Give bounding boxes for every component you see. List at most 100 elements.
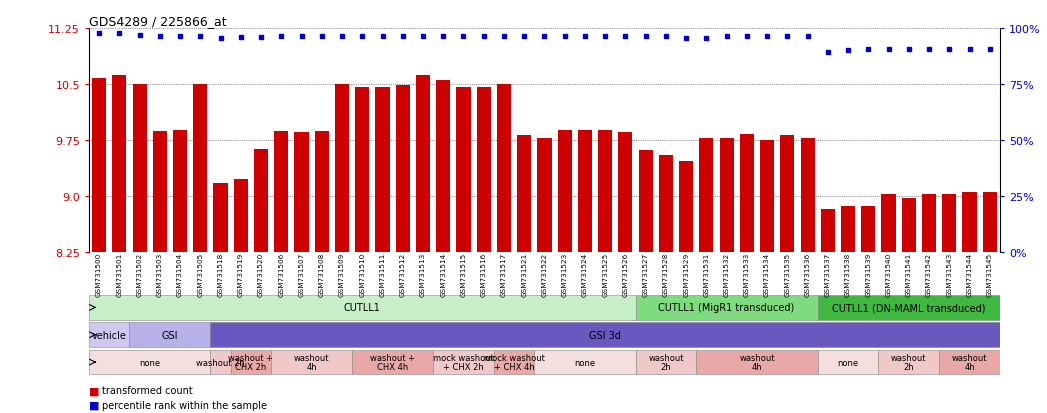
FancyBboxPatch shape bbox=[939, 350, 1000, 375]
Bar bbox=[760, 140, 774, 252]
Text: GSM731538: GSM731538 bbox=[845, 252, 851, 296]
FancyBboxPatch shape bbox=[696, 350, 818, 375]
Text: washout 2h: washout 2h bbox=[196, 358, 245, 367]
Text: vehicle: vehicle bbox=[92, 330, 127, 340]
Bar bbox=[598, 131, 612, 252]
Bar bbox=[233, 180, 248, 252]
Bar bbox=[619, 133, 632, 252]
Text: GSM731525: GSM731525 bbox=[602, 252, 608, 296]
FancyBboxPatch shape bbox=[433, 350, 494, 375]
FancyBboxPatch shape bbox=[878, 350, 939, 375]
Text: GSM731521: GSM731521 bbox=[521, 252, 528, 296]
Text: CUTLL1 (MigR1 transduced): CUTLL1 (MigR1 transduced) bbox=[659, 303, 795, 313]
Bar bbox=[153, 131, 166, 252]
Bar bbox=[862, 206, 875, 252]
Text: GSM731501: GSM731501 bbox=[116, 252, 122, 296]
Text: GSM731500: GSM731500 bbox=[96, 252, 103, 296]
Text: GSM731515: GSM731515 bbox=[461, 252, 467, 296]
FancyBboxPatch shape bbox=[89, 295, 636, 320]
Text: GSM731535: GSM731535 bbox=[784, 252, 790, 296]
Text: GSM731528: GSM731528 bbox=[663, 252, 669, 296]
Text: GSM731505: GSM731505 bbox=[197, 252, 203, 296]
Text: washout
2h: washout 2h bbox=[648, 353, 684, 372]
Bar bbox=[801, 139, 815, 252]
Bar bbox=[680, 162, 693, 252]
Text: GSM731520: GSM731520 bbox=[258, 252, 264, 296]
Text: GSM731509: GSM731509 bbox=[339, 252, 346, 296]
Bar bbox=[112, 76, 127, 252]
Bar bbox=[821, 209, 834, 252]
Text: GSM731523: GSM731523 bbox=[561, 252, 567, 296]
Bar bbox=[254, 150, 268, 252]
Bar bbox=[882, 195, 895, 252]
Text: washout +
CHX 2h: washout + CHX 2h bbox=[228, 353, 273, 372]
Bar bbox=[578, 131, 592, 252]
Text: GSM731526: GSM731526 bbox=[622, 252, 628, 296]
FancyBboxPatch shape bbox=[494, 350, 534, 375]
Text: CUTLL1 (DN-MAML transduced): CUTLL1 (DN-MAML transduced) bbox=[832, 303, 985, 313]
Text: GSM731529: GSM731529 bbox=[683, 252, 689, 296]
Text: GSM731508: GSM731508 bbox=[318, 252, 325, 296]
FancyBboxPatch shape bbox=[210, 350, 230, 375]
FancyBboxPatch shape bbox=[89, 323, 130, 347]
Bar bbox=[841, 206, 855, 252]
Text: GSM731503: GSM731503 bbox=[157, 252, 163, 296]
Bar bbox=[476, 88, 491, 252]
Bar bbox=[437, 81, 450, 252]
Text: GSM731537: GSM731537 bbox=[825, 252, 831, 296]
Bar bbox=[355, 88, 370, 252]
Text: GSM731512: GSM731512 bbox=[400, 252, 406, 296]
Bar bbox=[699, 138, 713, 252]
Text: none: none bbox=[838, 358, 859, 367]
Text: GDS4289 / 225866_at: GDS4289 / 225866_at bbox=[89, 15, 226, 28]
Bar bbox=[740, 135, 754, 252]
Text: GSM731510: GSM731510 bbox=[359, 252, 365, 296]
Bar bbox=[942, 195, 956, 252]
Text: ■: ■ bbox=[89, 385, 99, 395]
Bar bbox=[92, 79, 106, 252]
Text: transformed count: transformed count bbox=[102, 385, 193, 395]
Bar bbox=[639, 151, 652, 252]
Bar bbox=[517, 135, 531, 252]
Text: GSM731540: GSM731540 bbox=[886, 252, 892, 296]
Text: GSM731539: GSM731539 bbox=[865, 252, 871, 296]
Text: percentile rank within the sample: percentile rank within the sample bbox=[102, 400, 267, 410]
Text: GSM731516: GSM731516 bbox=[481, 252, 487, 296]
Text: GSM731543: GSM731543 bbox=[946, 252, 953, 296]
Text: GSM731517: GSM731517 bbox=[500, 252, 507, 296]
Text: GSI 3d: GSI 3d bbox=[589, 330, 621, 340]
FancyBboxPatch shape bbox=[89, 350, 210, 375]
Bar bbox=[274, 131, 288, 252]
Text: GSI: GSI bbox=[161, 330, 178, 340]
FancyBboxPatch shape bbox=[818, 295, 1000, 320]
Text: GSM731502: GSM731502 bbox=[136, 252, 142, 296]
Text: washout
2h: washout 2h bbox=[891, 353, 927, 372]
Text: GSM731507: GSM731507 bbox=[298, 252, 305, 296]
FancyBboxPatch shape bbox=[210, 323, 1000, 347]
Bar bbox=[780, 135, 795, 252]
Text: GSM731533: GSM731533 bbox=[743, 252, 750, 296]
Text: GSM731534: GSM731534 bbox=[764, 252, 771, 296]
Text: washout
4h: washout 4h bbox=[952, 353, 987, 372]
Bar bbox=[376, 88, 389, 252]
Text: GSM731545: GSM731545 bbox=[986, 252, 993, 296]
Text: mock washout
+ CHX 4h: mock washout + CHX 4h bbox=[484, 353, 544, 372]
FancyBboxPatch shape bbox=[130, 323, 210, 347]
FancyBboxPatch shape bbox=[636, 295, 818, 320]
Bar bbox=[901, 198, 916, 252]
Text: ■: ■ bbox=[89, 400, 99, 410]
FancyBboxPatch shape bbox=[230, 350, 271, 375]
Bar bbox=[133, 85, 147, 252]
Bar bbox=[416, 76, 430, 252]
Text: GSM731542: GSM731542 bbox=[926, 252, 932, 296]
Text: GSM731541: GSM731541 bbox=[906, 252, 912, 296]
Text: none: none bbox=[575, 358, 596, 367]
Text: GSM731519: GSM731519 bbox=[238, 252, 244, 296]
Bar bbox=[659, 155, 673, 252]
Text: washout +
CHX 4h: washout + CHX 4h bbox=[371, 353, 415, 372]
Text: GSM731511: GSM731511 bbox=[379, 252, 385, 296]
Text: GSM731544: GSM731544 bbox=[966, 252, 973, 296]
Text: GSM731506: GSM731506 bbox=[279, 252, 285, 296]
Bar bbox=[497, 85, 511, 252]
Text: GSM731532: GSM731532 bbox=[723, 252, 730, 296]
